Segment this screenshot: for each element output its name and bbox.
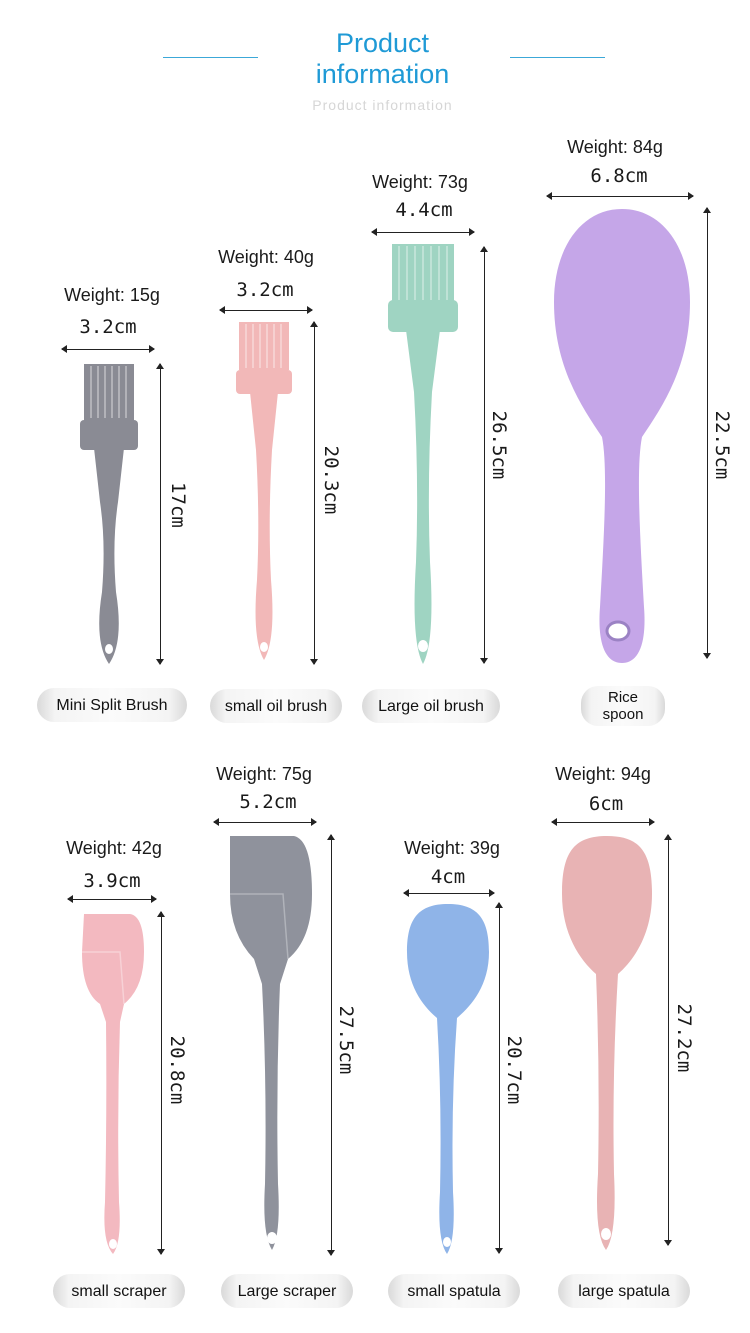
brush-icon (236, 322, 292, 660)
width-arrow (551, 818, 655, 826)
brush-icon (80, 364, 138, 664)
product-name-label: Large scraper (221, 1274, 353, 1308)
product-name-label: small oil brush (210, 689, 342, 723)
weight-label: Weight: 40g (218, 247, 314, 267)
page-title-line2: information (315, 59, 450, 89)
width-label: 3.2cm (236, 279, 294, 301)
width-arrow (403, 889, 495, 897)
product-name-label: small scraper (53, 1274, 185, 1308)
width-label: 6.8cm (590, 165, 648, 187)
brush-icon (388, 244, 458, 664)
page-title-line1: Product (335, 28, 430, 58)
spoon-spatula-icon (407, 904, 489, 1254)
width-arrow (67, 895, 157, 903)
product-name-label: Mini Split Brush (37, 688, 187, 722)
length-arrow (495, 902, 503, 1254)
product-name-label: Rice spoon (581, 686, 665, 726)
width-label: 4cm (430, 866, 466, 888)
length-arrow (480, 246, 488, 664)
weight-label: Weight: 75g (216, 764, 312, 784)
length-arrow (156, 363, 164, 665)
length-arrow (157, 911, 165, 1255)
length-label: 20.8cm (166, 1035, 188, 1105)
title-right-rule (510, 57, 605, 58)
length-label: 27.5cm (335, 1005, 357, 1075)
product-name-label: large spatula (558, 1274, 690, 1308)
width-label: 6cm (588, 793, 624, 815)
width-label: 5.2cm (239, 791, 297, 813)
weight-label: Weight: 39g (404, 838, 500, 858)
weight-label: Weight: 84g (567, 137, 663, 157)
length-arrow (664, 834, 672, 1246)
scraper-icon (230, 836, 312, 1250)
width-label: 4.4cm (395, 199, 453, 221)
length-arrow (327, 834, 335, 1256)
product-name-line2: spoon (602, 706, 644, 723)
length-label: 17cm (167, 482, 189, 528)
length-arrow (310, 321, 318, 665)
spoon-spatula-icon (562, 836, 652, 1250)
weight-label: Weight: 73g (372, 172, 468, 192)
page-subtitle: Product information (312, 97, 453, 113)
length-label: 20.7cm (503, 1035, 525, 1105)
width-arrow (61, 345, 155, 353)
product-name-line1: Rice (607, 689, 638, 706)
page-title: Product information (270, 28, 495, 90)
width-label: 3.2cm (79, 316, 137, 338)
length-arrow (703, 207, 711, 659)
length-label: 26.5cm (488, 410, 510, 480)
width-arrow (219, 306, 313, 314)
width-label: 3.9cm (83, 870, 141, 892)
width-arrow (213, 818, 317, 826)
length-label: 27.2cm (673, 1003, 695, 1073)
rice-spoon-icon (554, 209, 690, 663)
scraper-icon (82, 914, 144, 1254)
weight-label: Weight: 94g (555, 764, 651, 784)
product-name-label: small spatula (388, 1274, 520, 1308)
weight-label: Weight: 15g (64, 285, 160, 305)
title-left-rule (163, 57, 258, 58)
weight-label: Weight: 42g (66, 838, 162, 858)
width-arrow (546, 192, 694, 200)
width-arrow (371, 228, 475, 236)
length-label: 20.3cm (320, 445, 342, 515)
length-label: 22.5cm (711, 410, 733, 480)
product-name-label: Large oil brush (362, 689, 500, 723)
